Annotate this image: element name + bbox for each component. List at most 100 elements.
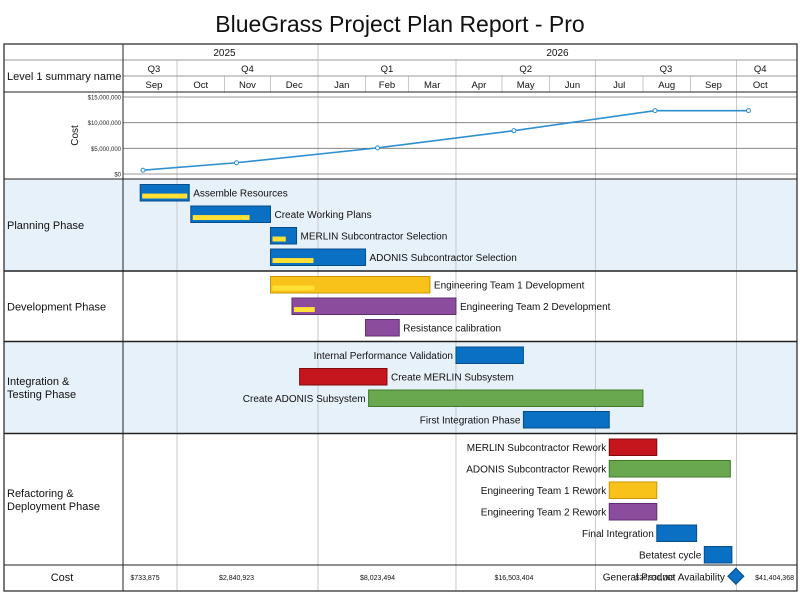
year-label: 2026 bbox=[546, 48, 569, 59]
task-progress bbox=[272, 285, 315, 291]
milestone-diamond[interactable] bbox=[727, 567, 745, 585]
task-bar[interactable]: Final Integration bbox=[582, 524, 698, 542]
task-rect[interactable] bbox=[522, 411, 610, 429]
task-bar[interactable]: MERLIN Subcontractor Selection bbox=[269, 227, 448, 245]
task-label: Resistance calibration bbox=[403, 323, 501, 334]
task-rect[interactable] bbox=[608, 503, 658, 521]
task-rect[interactable] bbox=[608, 460, 731, 478]
task-progress bbox=[272, 258, 314, 264]
cost-row-value: $733,875 bbox=[130, 575, 159, 582]
cost-row: Cost $733,875 $2,840,923 $8,023,494 $16,503,… bbox=[51, 572, 794, 584]
month-label: Feb bbox=[379, 80, 395, 91]
phase-list: Planning Phase Development Phase Integrati… bbox=[7, 220, 106, 513]
phase-label: Planning Phase bbox=[7, 220, 84, 232]
task-bar[interactable]: Assemble Resources bbox=[139, 184, 288, 202]
task-bar[interactable]: ADONIS Subcontractor Selection bbox=[269, 248, 517, 266]
task-bar[interactable]: Betatest cycle bbox=[639, 546, 733, 564]
task-bars: Assemble Resources Create Working Plans ME… bbox=[139, 184, 745, 585]
grid-layer bbox=[4, 60, 797, 591]
task-label: Internal Performance Validation bbox=[314, 351, 453, 362]
month-label: Aug bbox=[658, 80, 675, 91]
cost-row-value: $41,404,368 bbox=[755, 575, 794, 582]
month-label: Jun bbox=[565, 80, 580, 91]
header-label: Level 1 summary name bbox=[7, 71, 121, 83]
cost-row-value: $2,840,923 bbox=[219, 575, 254, 582]
task-rect[interactable] bbox=[455, 346, 524, 364]
month-label: Jul bbox=[613, 80, 625, 91]
cost-row-value: $8,023,494 bbox=[360, 575, 395, 582]
month-label: Jan bbox=[334, 80, 349, 91]
quarter-label: Q3 bbox=[660, 64, 673, 75]
task-bar[interactable]: Create Working Plans bbox=[190, 205, 372, 223]
task-rect[interactable] bbox=[608, 481, 658, 499]
task-rect[interactable] bbox=[703, 546, 733, 564]
task-progress bbox=[272, 236, 286, 242]
task-bar[interactable]: MERLIN Subcontractor Rework bbox=[467, 438, 658, 456]
quarter-label: Q3 bbox=[148, 64, 161, 75]
task-label: General Product Availability bbox=[603, 572, 725, 583]
task-bar[interactable]: Engineering Team 1 Rework bbox=[481, 481, 658, 499]
outer-border bbox=[3, 43, 798, 592]
cost-line bbox=[142, 109, 749, 172]
task-progress bbox=[293, 307, 315, 313]
task-label: Betatest cycle bbox=[639, 550, 702, 561]
task-bar[interactable]: General Product Availability bbox=[603, 567, 745, 585]
quarter-label: Q1 bbox=[381, 64, 394, 75]
task-bar[interactable]: Create MERLIN Subsystem bbox=[299, 368, 514, 386]
year-label: 2025 bbox=[213, 48, 236, 59]
month-label: Sep bbox=[146, 80, 163, 91]
phase-label: Refactoring & Deployment Phase bbox=[7, 488, 100, 513]
cost-point bbox=[745, 108, 751, 114]
quarter-label: Q4 bbox=[754, 64, 767, 75]
phase-band bbox=[4, 341, 797, 434]
cost-tick-label: $10,000,000 bbox=[88, 121, 122, 127]
task-rect[interactable] bbox=[365, 319, 400, 337]
chart-title: BlueGrass Project Plan Report - Pro bbox=[215, 11, 584, 37]
cost-tick-label: $0 bbox=[114, 173, 121, 179]
task-progress bbox=[142, 193, 188, 199]
task-bar[interactable]: Create ADONIS Subsystem bbox=[243, 389, 644, 407]
phase-label: Development Phase bbox=[7, 301, 106, 313]
task-label: First Integration Phase bbox=[420, 415, 521, 426]
task-label: Engineering Team 2 Development bbox=[460, 302, 611, 313]
cost-row-label: Cost bbox=[51, 572, 74, 584]
task-bar[interactable]: ADONIS Subcontractor Rework bbox=[466, 460, 731, 478]
task-label: Engineering Team 2 Rework bbox=[481, 507, 607, 518]
month-label: May bbox=[517, 80, 535, 91]
task-label: Engineering Team 1 Development bbox=[434, 280, 585, 291]
task-label: MERLIN Subcontractor Selection bbox=[301, 231, 448, 242]
task-rect[interactable] bbox=[608, 438, 658, 456]
task-bar[interactable]: Engineering Team 2 Rework bbox=[481, 503, 658, 521]
task-bar[interactable]: First Integration Phase bbox=[420, 411, 610, 429]
task-rect[interactable] bbox=[291, 297, 457, 315]
task-label: MERLIN Subcontractor Rework bbox=[467, 443, 607, 454]
cost-point bbox=[652, 108, 658, 114]
task-bar[interactable]: Engineering Team 1 Development bbox=[269, 276, 585, 294]
task-label: ADONIS Subcontractor Selection bbox=[370, 253, 517, 264]
cost-tick-label: $15,000,000 bbox=[88, 96, 122, 102]
month-label: Oct bbox=[753, 80, 768, 91]
task-rect[interactable] bbox=[656, 524, 698, 542]
month-label: Dec bbox=[286, 80, 303, 91]
task-label: Create ADONIS Subsystem bbox=[243, 394, 366, 405]
month-label: Oct bbox=[193, 80, 208, 91]
task-progress bbox=[192, 215, 250, 221]
task-rect[interactable] bbox=[299, 368, 388, 386]
cost-row-value: $16,503,404 bbox=[494, 575, 533, 582]
task-bar[interactable]: Engineering Team 2 Development bbox=[291, 297, 611, 315]
cost-point bbox=[140, 167, 146, 173]
task-rect[interactable] bbox=[368, 389, 644, 407]
timeline-header: Level 1 summary name 2025 2026 Q3 Q4 Q1 Q2 Q3 Q4… bbox=[4, 44, 797, 91]
quarter-label: Q4 bbox=[241, 64, 254, 75]
task-bar[interactable]: Internal Performance Validation bbox=[314, 346, 524, 364]
task-label: ADONIS Subcontractor Rework bbox=[466, 464, 607, 475]
task-label: Create Working Plans bbox=[274, 210, 371, 221]
task-label: Final Integration bbox=[582, 529, 654, 540]
month-label: Sep bbox=[705, 80, 722, 91]
phase-band bbox=[4, 179, 797, 271]
cost-axis-label: Cost bbox=[70, 125, 81, 146]
month-label: Nov bbox=[239, 80, 256, 91]
cost-point bbox=[511, 128, 517, 134]
task-bar[interactable]: Resistance calibration bbox=[365, 319, 502, 337]
